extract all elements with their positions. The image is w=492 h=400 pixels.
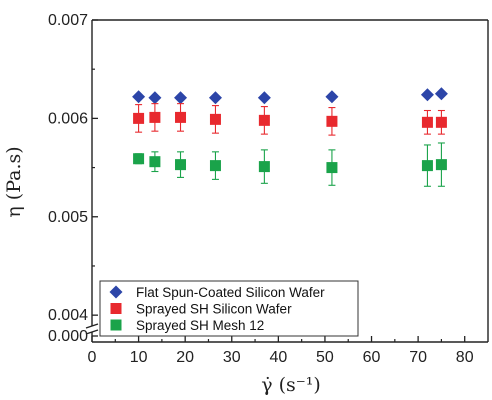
data-point: [326, 115, 338, 127]
x-axis: 0 10 20 30 40 50 60 70 80: [88, 336, 474, 366]
legend-box: [99, 280, 359, 337]
x-tick-label: 40: [269, 349, 287, 366]
legend-entry: Sprayed SH Mesh 12: [136, 318, 264, 333]
data-point: [325, 90, 339, 104]
data-point: [435, 116, 447, 128]
x-tick-label: 80: [456, 349, 474, 366]
x-tick-label: 70: [409, 349, 427, 366]
legend-marker: [109, 285, 123, 299]
axis-break-mark: [85, 329, 99, 335]
data-point: [208, 91, 222, 105]
plot-frame: [85, 19, 489, 343]
data-point: [133, 112, 145, 124]
data-point: [132, 90, 146, 104]
data-point: [434, 87, 448, 101]
x-axis-title: γ̇ (s⁻¹): [261, 374, 321, 396]
legend-entry: Sprayed SH Silicon Wafer: [136, 302, 292, 317]
data-point: [149, 111, 161, 123]
data-point: [209, 113, 221, 125]
data-point: [174, 91, 188, 105]
x-tick-label: 0: [88, 349, 97, 366]
legend-marker: [110, 319, 122, 331]
y-tick-label: 0.004: [48, 307, 88, 324]
axis-break-mark: [85, 323, 99, 329]
y-tick-label: 0.000: [48, 328, 88, 345]
x-tick-label: 20: [176, 349, 194, 366]
data-point: [421, 116, 433, 128]
legend: Flat Spun-Coated Silicon Wafer Sprayed SH…: [99, 280, 359, 337]
data-point: [148, 91, 162, 105]
legend-entry: Flat Spun-Coated Silicon Wafer: [136, 285, 325, 300]
data-point: [209, 160, 221, 172]
y-tick-label: 0.005: [48, 209, 88, 226]
x-tick-label: 30: [223, 349, 241, 366]
data-point: [257, 91, 271, 105]
x-tick-label: 60: [363, 349, 381, 366]
data-markers: [132, 87, 448, 187]
x-tick-label: 10: [130, 349, 148, 366]
data-point: [149, 156, 161, 168]
data-point: [133, 153, 145, 165]
y-tick-label: 0.006: [48, 110, 88, 127]
legend-marker: [110, 303, 122, 314]
y-axis-title: η (Pa.s): [3, 146, 25, 217]
data-point: [175, 111, 187, 123]
data-point: [258, 161, 270, 173]
data-point: [420, 88, 434, 102]
data-point: [421, 160, 433, 172]
data-point: [175, 159, 187, 171]
x-tick-label: 50: [316, 349, 334, 366]
data-point: [326, 162, 338, 174]
data-point: [258, 114, 270, 126]
y-tick-label: 0.007: [48, 12, 88, 29]
y-axis: 0.007 0.006 0.005 0.004 0.000: [48, 12, 98, 345]
data-point: [435, 159, 447, 171]
